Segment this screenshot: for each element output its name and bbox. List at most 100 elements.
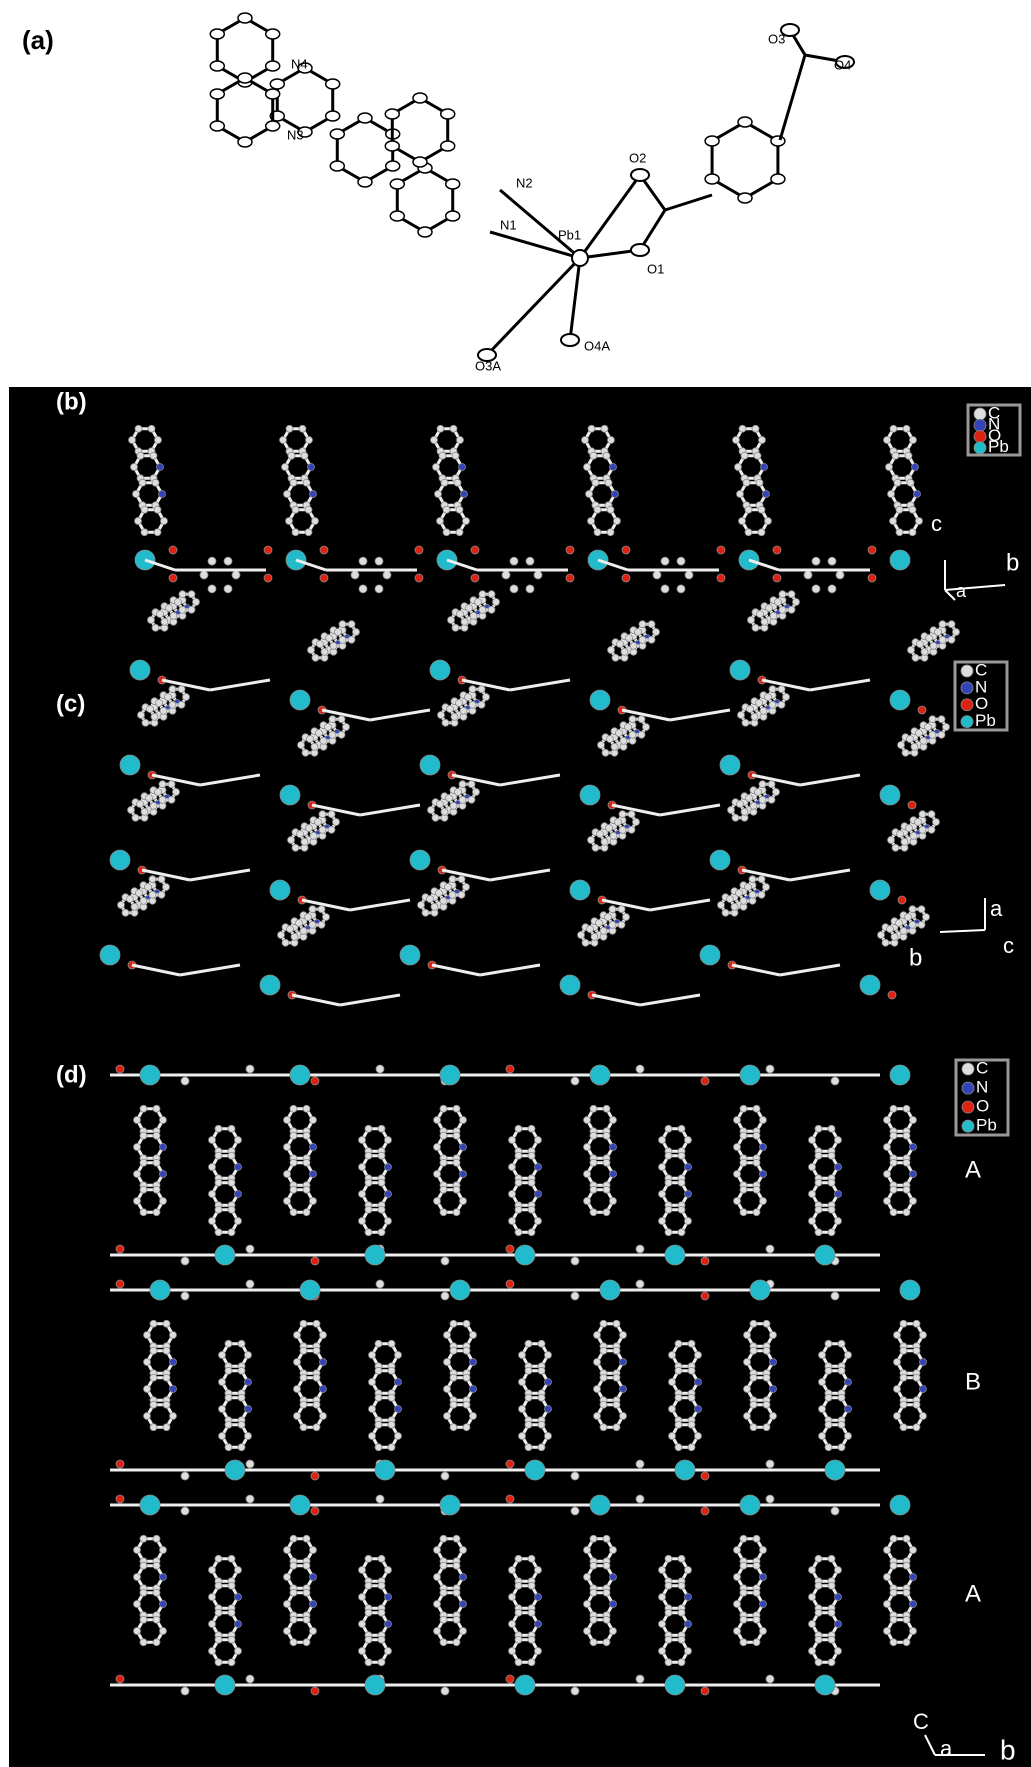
atom (907, 736, 914, 743)
atom (150, 1424, 157, 1431)
atom (519, 1379, 526, 1386)
atom (286, 425, 293, 432)
atom (358, 177, 372, 187)
atom (900, 1320, 907, 1327)
atom (225, 1444, 232, 1451)
atom (305, 506, 312, 513)
atom (456, 700, 463, 707)
atom (453, 1535, 460, 1542)
atom (825, 1444, 832, 1451)
atom (961, 716, 973, 728)
atom (582, 437, 589, 444)
atom (828, 1125, 835, 1132)
atom (758, 876, 765, 883)
atom (738, 193, 752, 203)
atom (418, 227, 432, 237)
label: O3 (768, 31, 785, 46)
atom (763, 1374, 770, 1381)
atom (753, 1589, 760, 1596)
atom (898, 896, 906, 904)
atom (155, 437, 162, 444)
atom (432, 814, 439, 821)
atom (378, 1636, 385, 1643)
atom (330, 161, 344, 171)
atom (309, 921, 316, 928)
atom (308, 647, 315, 654)
atom (736, 890, 743, 897)
atom (633, 819, 640, 826)
atom (610, 1628, 617, 1635)
atom (528, 1206, 535, 1213)
atom (140, 1132, 147, 1139)
atom (768, 796, 775, 803)
atom (305, 529, 312, 536)
atom (378, 1555, 385, 1562)
atom (312, 654, 319, 661)
atom (515, 1582, 522, 1589)
atom (153, 1209, 160, 1216)
atom (395, 1406, 402, 1413)
atom (884, 1144, 891, 1151)
label: b (1006, 549, 1019, 576)
atom (179, 606, 186, 613)
label: Pb (976, 1116, 997, 1135)
atom (819, 1406, 826, 1413)
atom (717, 546, 725, 554)
atom (140, 1186, 147, 1193)
atom (215, 1152, 222, 1159)
atom (170, 1386, 177, 1393)
atom (584, 1547, 591, 1554)
atom (463, 1374, 470, 1381)
atom (685, 1594, 692, 1601)
atom (602, 749, 609, 756)
atom (685, 1648, 692, 1655)
atom (348, 621, 355, 628)
atom (608, 437, 615, 444)
atom (619, 826, 626, 833)
atom (238, 1340, 245, 1347)
atom (303, 1589, 310, 1596)
atom (835, 1137, 842, 1144)
label: c (931, 511, 942, 536)
atom (584, 1628, 591, 1635)
atom (440, 1065, 460, 1085)
atom (665, 1125, 672, 1132)
atom (303, 479, 310, 486)
atom (365, 1636, 372, 1643)
atom (594, 1359, 601, 1366)
atom (150, 1401, 157, 1408)
atom (440, 1562, 447, 1569)
atom (538, 1367, 545, 1374)
atom (590, 1209, 597, 1216)
atom (225, 1460, 245, 1480)
atom (771, 174, 785, 184)
atom (333, 819, 340, 826)
atom (310, 832, 317, 839)
atom (734, 1144, 741, 1151)
atom (749, 891, 756, 898)
atom (246, 1495, 254, 1503)
atom (665, 1245, 685, 1265)
atom (828, 585, 836, 593)
atom (705, 136, 719, 146)
atom (453, 1105, 460, 1112)
atom (179, 591, 186, 598)
atom (330, 129, 344, 139)
atom (434, 1171, 441, 1178)
label: b (909, 944, 922, 971)
atom (727, 896, 734, 903)
atom (450, 1401, 457, 1408)
atom (884, 1547, 891, 1554)
atom (770, 612, 777, 619)
atom (614, 518, 621, 525)
atom (868, 546, 876, 554)
atom (600, 1280, 620, 1300)
atom (359, 1567, 366, 1574)
atom (460, 1117, 467, 1124)
atom (493, 599, 500, 606)
atom (938, 731, 945, 738)
atom (809, 1137, 816, 1144)
atom (365, 1245, 385, 1265)
atom (779, 591, 786, 598)
atom (153, 1639, 160, 1646)
